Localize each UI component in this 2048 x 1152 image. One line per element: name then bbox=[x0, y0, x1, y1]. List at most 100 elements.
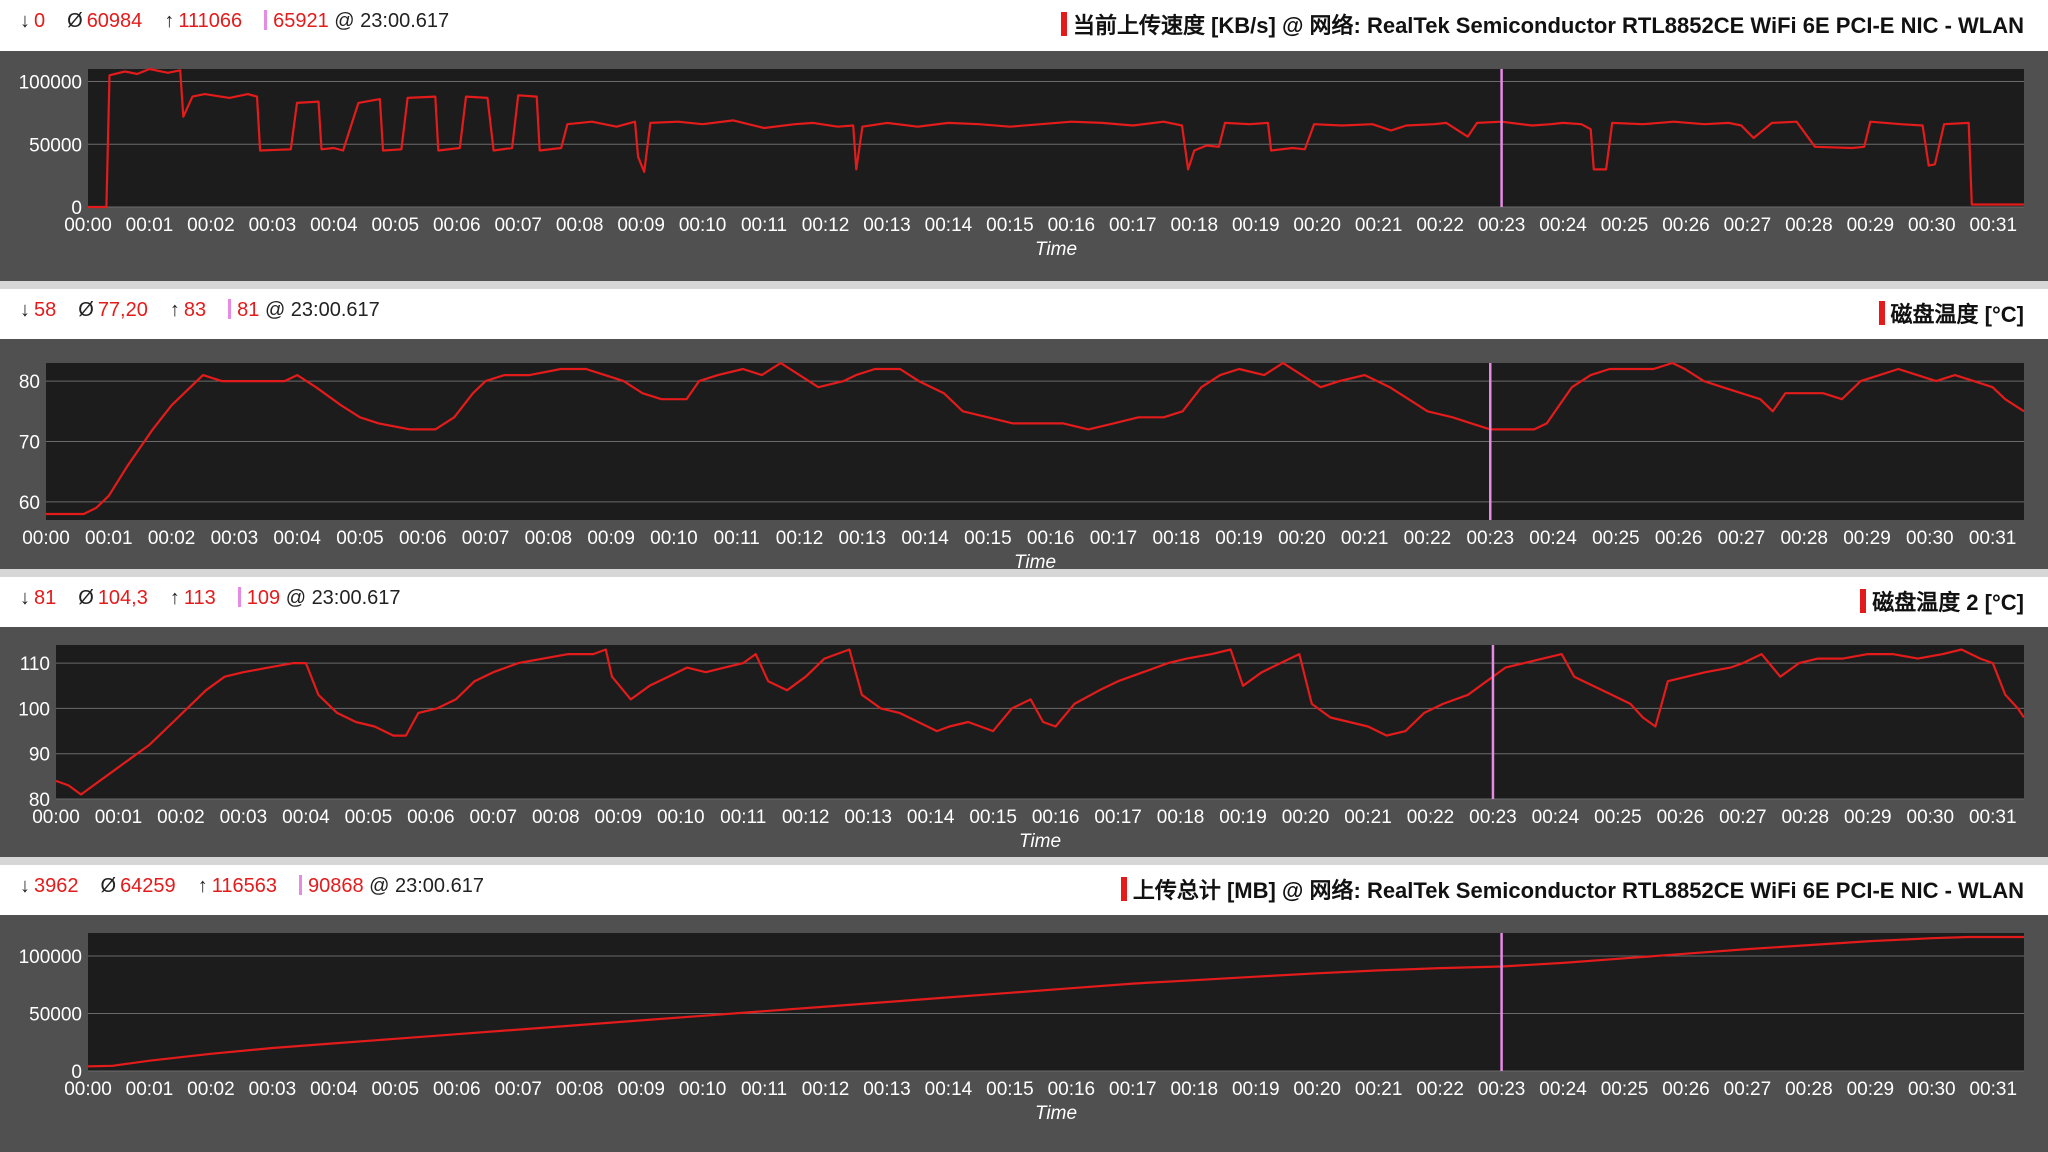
x-tick-label: 00:00 bbox=[32, 807, 80, 828]
x-tick-label: 00:31 bbox=[1969, 528, 2017, 549]
chart-svg[interactable]: 100000 50000 000:00 00:01 00:02 00:03 00:04 00:… bbox=[0, 915, 2048, 1152]
chart-area[interactable]: 80 70 60 00:00 00:01 00:02 00:03 00:04 00:05 00:0… bbox=[0, 339, 2048, 576]
x-tick-label: 00:26 bbox=[1657, 807, 1705, 828]
x-tick-label: 00:14 bbox=[925, 1079, 973, 1100]
x-tick-label: 00:14 bbox=[925, 215, 973, 236]
legend-swatch-icon bbox=[1060, 12, 1067, 36]
stat-cursor-value: 65921 bbox=[273, 10, 329, 32]
x-tick-label: 00:03 bbox=[249, 1079, 297, 1100]
stat-min-value: 3962 bbox=[34, 875, 79, 897]
x-tick-label: 00:24 bbox=[1532, 807, 1580, 828]
cursor-marker-icon bbox=[298, 875, 302, 895]
stat-cursor: 81 @ 23:00.617 bbox=[228, 299, 380, 322]
chart-area[interactable]: 100000 50000 0 00:00 00:01 00:02 00:03 00:04 00:… bbox=[0, 51, 2048, 288]
series-line bbox=[46, 361, 2025, 516]
x-tick-label: 00:28 bbox=[1785, 1079, 1833, 1100]
x-tick-label: 00:22 bbox=[1404, 528, 1452, 549]
x-tick-label: 00:02 bbox=[157, 807, 205, 828]
x-tick-label: 00:12 bbox=[802, 215, 850, 236]
x-tick-label: 00:16 bbox=[1048, 1079, 1096, 1100]
x-tick-label: 00:03 bbox=[220, 807, 268, 828]
panel-title-text: 磁盘温度 [°C] bbox=[1890, 302, 2024, 327]
average-icon: Ø bbox=[78, 299, 94, 321]
chart-svg[interactable]: 80 70 60 00:00 00:01 00:02 00:03 00:04 00:05 00:0… bbox=[0, 339, 2048, 576]
panel-header: ↓ 3962 Ø 64259 ↑ 116563 90868 @ 23:00.617 上… bbox=[0, 864, 2048, 915]
panel-header: ↓ 58 Ø 77,20 ↑ 83 81 @ 23:00.617 磁盘温度 [°C] bbox=[0, 288, 2048, 339]
x-tick-label: 00:26 bbox=[1662, 1079, 1710, 1100]
x-tick-label: 00:27 bbox=[1724, 215, 1772, 236]
x-tick-label: 00:24 bbox=[1539, 215, 1587, 236]
y-tick-label: 110 bbox=[20, 654, 50, 675]
stats-bar: ↓ 81 Ø 104,3 ↑ 113 109 @ 23:00.617 bbox=[20, 587, 401, 610]
x-axis-label: Time bbox=[1014, 552, 1056, 573]
panel-title-text: 上传总计 [MB] @ 网络: RealTek Semiconductor RT… bbox=[1132, 878, 2024, 903]
cursor-marker-icon bbox=[264, 10, 268, 30]
stats-bar: ↓ 58 Ø 77,20 ↑ 83 81 @ 23:00.617 bbox=[20, 299, 380, 322]
chart-area[interactable]: 110 100 90 80 00:00 00:01 00:02 00:03 00:04 00:05… bbox=[0, 627, 2048, 864]
x-tick-label: 00:10 bbox=[657, 807, 705, 828]
panel-title: 上传总计 [MB] @ 网络: RealTek Semiconductor RT… bbox=[1120, 873, 2024, 905]
stat-cursor: 65921 @ 23:00.617 bbox=[264, 10, 449, 33]
x-tick-label: 00:28 bbox=[1785, 215, 1833, 236]
stat-max: ↑ 83 bbox=[170, 299, 206, 322]
x-tick-label: 00:05 bbox=[372, 1079, 420, 1100]
x-tick-label: 00:22 bbox=[1407, 807, 1455, 828]
stat-avg-value: 60984 bbox=[86, 10, 143, 32]
x-tick-label: 00:27 bbox=[1719, 807, 1767, 828]
stat-avg-value: 77,20 bbox=[97, 299, 148, 321]
chart-svg[interactable]: 100000 50000 000:00 00:01 00:02 00:03 00:04 00:… bbox=[0, 51, 2048, 288]
stat-min: ↓ 58 bbox=[20, 299, 56, 322]
legend-swatch-icon bbox=[1120, 877, 1127, 901]
x-tick-label: 00:13 bbox=[863, 1079, 911, 1100]
x-tick-label: 00:19 bbox=[1219, 807, 1267, 828]
y-tick-label: 80 bbox=[19, 372, 40, 393]
x-tick-label: 00:17 bbox=[1090, 528, 1138, 549]
x-tick-label: 00:13 bbox=[844, 807, 892, 828]
x-tick-label: 00:06 bbox=[433, 215, 481, 236]
panel-title: 当前上传速度 [KB/s] @ 网络: RealTek Semiconducto… bbox=[1060, 8, 2024, 40]
x-tick-label: 00:11 bbox=[720, 807, 766, 828]
x-tick-label: 00:29 bbox=[1843, 528, 1891, 549]
stat-cursor: 90868 @ 23:00.617 bbox=[298, 875, 484, 898]
panel-divider[interactable] bbox=[0, 857, 2048, 864]
x-tick-label: 00:21 bbox=[1344, 807, 1392, 828]
x-axis-label: Time bbox=[1019, 831, 1061, 852]
cursor-marker-icon bbox=[237, 587, 241, 607]
x-tick-label: 00:20 bbox=[1293, 1079, 1341, 1100]
panel-divider[interactable] bbox=[0, 281, 2048, 288]
x-tick-label: 00:18 bbox=[1171, 1079, 1219, 1100]
series-line bbox=[87, 935, 2024, 1068]
average-icon: Ø bbox=[67, 10, 83, 32]
x-tick-label: 00:29 bbox=[1844, 807, 1892, 828]
x-tick-label: 00:16 bbox=[1048, 215, 1096, 236]
panel-title: 磁盘温度 [°C] bbox=[1878, 297, 2024, 329]
legend-swatch-icon bbox=[1860, 589, 1867, 613]
stat-avg: Ø 104,3 bbox=[78, 587, 148, 610]
x-tick-label: 00:10 bbox=[679, 215, 727, 236]
x-tick-label: 00:01 bbox=[126, 215, 174, 236]
series-line bbox=[55, 648, 2025, 796]
x-tick-label: 00:11 bbox=[714, 528, 760, 549]
x-tick-label: 00:25 bbox=[1601, 215, 1649, 236]
x-tick-label: 00:20 bbox=[1293, 215, 1341, 236]
plot-background bbox=[88, 69, 2024, 207]
x-tick-label: 00:05 bbox=[345, 807, 393, 828]
x-tick-label: 00:12 bbox=[782, 807, 830, 828]
x-tick-label: 00:07 bbox=[470, 807, 518, 828]
average-icon: Ø bbox=[100, 875, 117, 897]
stats-bar: ↓ 0 Ø 60984 ↑ 111066 65921 @ 23:00.617 bbox=[20, 10, 449, 33]
panel-divider[interactable] bbox=[0, 569, 2048, 576]
average-icon: Ø bbox=[78, 587, 94, 609]
arrow-down-icon: ↓ bbox=[20, 875, 30, 897]
stat-cursor-value: 81 bbox=[237, 299, 260, 321]
x-tick-label: 00:23 bbox=[1469, 807, 1517, 828]
x-tick-label: 00:21 bbox=[1341, 528, 1389, 549]
stat-max: ↑ 111066 bbox=[164, 10, 242, 33]
x-tick-label: 00:18 bbox=[1171, 215, 1219, 236]
x-tick-label: 00:24 bbox=[1529, 528, 1577, 549]
plot-background bbox=[88, 933, 2024, 1071]
x-tick-label: 00:27 bbox=[1724, 1079, 1772, 1100]
chart-area[interactable]: 100000 50000 0 00:00 00:01 00:02 00:03 00:04 00:… bbox=[0, 915, 2048, 1152]
